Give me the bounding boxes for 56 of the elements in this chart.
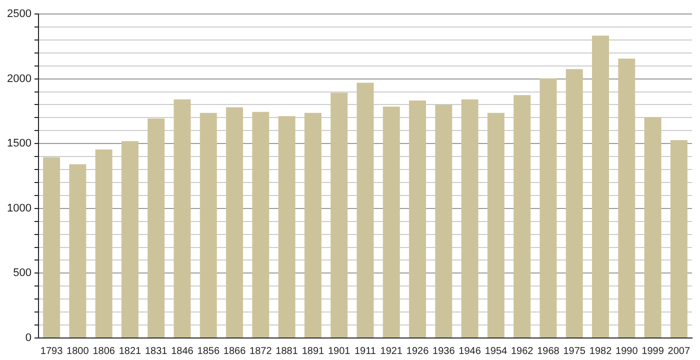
bar (252, 112, 270, 338)
x-tick-label: 1926 (406, 346, 430, 357)
x-tick-label: 1891 (302, 346, 325, 357)
bar (330, 92, 348, 338)
bar (174, 99, 191, 338)
x-tick-label: 1901 (328, 346, 351, 357)
x-tick-label: 1999 (642, 346, 664, 357)
x-tick-label: 1982 (589, 346, 612, 357)
bar (121, 141, 138, 338)
x-tick-label: 1975 (563, 346, 586, 357)
bar (148, 118, 165, 338)
bar (566, 69, 583, 338)
bar (540, 78, 557, 338)
x-tick-label: 1946 (458, 346, 482, 357)
y-tick-label: 2000 (6, 72, 32, 85)
bar (304, 112, 322, 338)
x-tick-label: 1990 (616, 346, 638, 357)
x-tick-label: 1968 (537, 346, 560, 357)
bar (382, 106, 400, 338)
bar (409, 100, 426, 338)
bar (435, 104, 452, 338)
x-tick-label: 1806 (92, 346, 116, 357)
x-tick-label: 1872 (250, 346, 272, 357)
x-tick-label: 1911 (354, 346, 376, 357)
x-tick-label: 1921 (380, 346, 403, 357)
y-tick-label: 2500 (6, 8, 32, 20)
x-tick-label: 1793 (40, 346, 64, 357)
x-tick-label: 1881 (276, 346, 298, 357)
x-tick-label: 1846 (171, 346, 194, 357)
bar (69, 164, 86, 338)
x-tick-label: 1821 (118, 346, 142, 357)
bar (487, 112, 504, 338)
bar (618, 58, 636, 338)
bar (95, 150, 112, 338)
bar (670, 140, 688, 338)
bar (592, 36, 609, 338)
x-tick-label: 1936 (432, 346, 456, 357)
bar (461, 99, 478, 338)
bar (644, 117, 662, 338)
x-tick-label: 1954 (484, 346, 508, 357)
y-tick-label: 1500 (6, 138, 32, 150)
bar (278, 116, 296, 338)
bar (226, 107, 244, 338)
x-tick-label: 1856 (197, 346, 220, 357)
bar (514, 95, 531, 338)
x-tick-label: 1866 (223, 346, 246, 357)
bar (200, 112, 217, 338)
x-tick-label: 1800 (66, 346, 90, 357)
x-tick-label: 1962 (510, 346, 534, 357)
y-tick-label: 1000 (6, 202, 32, 214)
bar (356, 82, 374, 338)
y-tick-label: 0 (25, 332, 32, 344)
x-tick-label: 1831 (144, 346, 168, 357)
x-tick-label: 2007 (668, 346, 690, 357)
bar (43, 157, 60, 338)
y-tick-label: 500 (13, 267, 32, 280)
